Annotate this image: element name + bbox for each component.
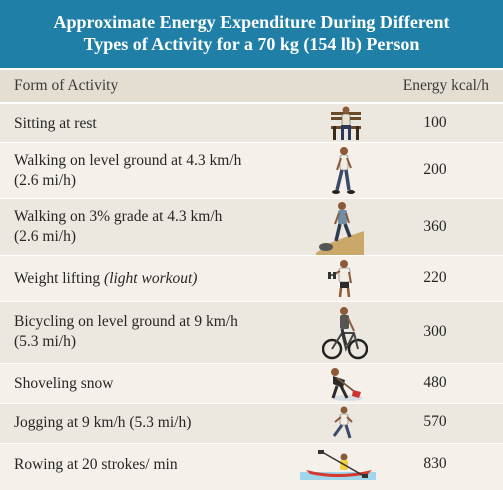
activity-label: Shoveling snow: [14, 375, 114, 392]
activity-label: Weight lifting (light workout): [14, 270, 198, 287]
table-title: Approximate Energy Expenditure During Di…: [0, 0, 503, 68]
person-rowing-kayak-icon: [300, 450, 376, 480]
activity-label: Walking on 3% grade at 4.3 km/h (2.6 mi/h…: [14, 208, 223, 245]
table-row: Shoveling snow 480: [0, 363, 503, 403]
energy-value: 830: [423, 455, 447, 472]
title-line-2: Types of Activity for a 70 kg (154 lb) P…: [83, 34, 420, 54]
energy-value: 570: [423, 413, 447, 430]
table-row: Rowing at 20 strokes/ min 830: [0, 443, 503, 490]
table-row: Sitting at rest 100: [0, 103, 503, 142]
column-header-activity: Form of Activity: [14, 77, 119, 94]
title-line-1: Approximate Energy Expenditure During Di…: [53, 12, 450, 32]
person-bicycling-icon: [322, 307, 368, 360]
person-walking-icon: [332, 147, 355, 194]
table-row: Walking on level ground at 4.3 km/h (2.6 …: [0, 142, 503, 198]
activity-label: Rowing at 20 strokes/ min: [14, 456, 178, 473]
table-row: Walking on 3% grade at 4.3 km/h (2.6 mi/h…: [0, 198, 503, 255]
energy-value: 200: [423, 161, 447, 178]
energy-value: 300: [423, 323, 447, 340]
table-row: Weight lifting (light workout) 220: [0, 255, 503, 301]
column-header-row: Form of Activity Energy kcal/h: [0, 70, 503, 102]
activity-label: Sitting at rest: [14, 115, 97, 132]
person-sitting-on-bench-icon: [331, 106, 361, 140]
column-header-energy: Energy kcal/h: [402, 77, 489, 94]
activity-label: Bicycling on level ground at 9 km/h (5.3 …: [14, 313, 238, 350]
person-lifting-weights-icon: [328, 260, 352, 298]
person-jogging-icon: [332, 406, 353, 439]
table-row: Jogging at 9 km/h (5.3 mi/h) 570: [0, 403, 503, 443]
energy-value: 100: [423, 114, 447, 131]
activity-label: Jogging at 9 km/h (5.3 mi/h): [14, 414, 192, 431]
energy-value: 480: [423, 374, 447, 391]
table-row: Bicycling on level ground at 9 km/h (5.3 …: [0, 301, 503, 363]
activity-label: Walking on level ground at 4.3 km/h (2.6 …: [14, 152, 242, 189]
person-walking-uphill-icon: [316, 202, 364, 255]
person-shoveling-snow-icon: [331, 368, 363, 401]
energy-value: 360: [423, 218, 447, 235]
energy-value: 220: [423, 269, 447, 286]
